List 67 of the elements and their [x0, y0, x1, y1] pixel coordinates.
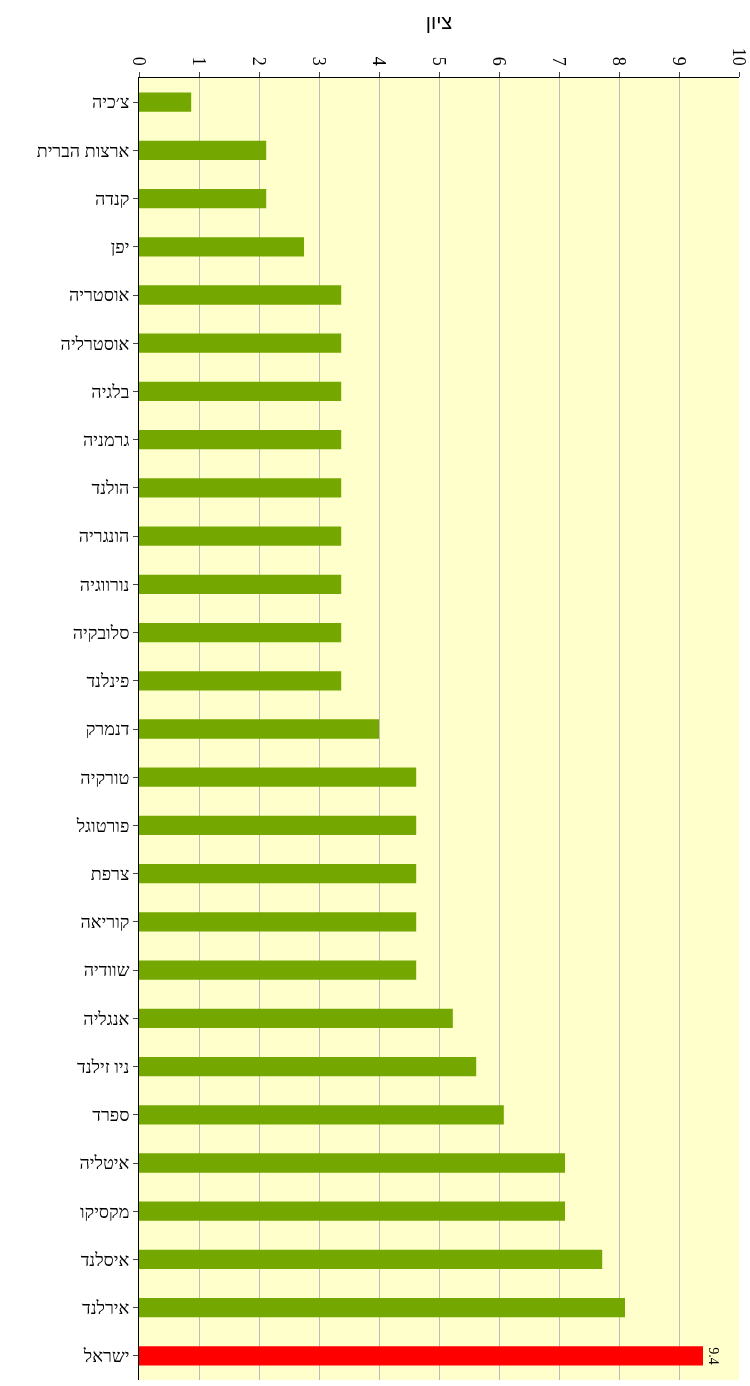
bar: [139, 92, 192, 112]
y-tick-label: נורווגיה: [79, 574, 130, 595]
y-tick-label: שוודיה: [83, 960, 130, 981]
bar: [139, 574, 342, 594]
x-tick-label: 7: [549, 56, 570, 66]
y-tick-label: ישראל: [82, 1346, 130, 1367]
y-tick-label: קוריאה: [80, 912, 130, 933]
y-tick-label: פינלנד: [86, 671, 130, 692]
y-tick-label: טורקיה: [80, 767, 130, 788]
y-tick-label: צ׳כיה: [91, 92, 130, 113]
bar: [139, 478, 342, 498]
y-tick-label: ניו זילנד: [77, 1056, 130, 1077]
bar: [139, 864, 417, 884]
y-tick-label: פורטוגל: [75, 815, 130, 836]
y-tick-label: צרפת: [90, 863, 130, 884]
bar: [139, 719, 379, 739]
y-tick-label: יפן: [110, 237, 130, 258]
bar: [139, 1008, 453, 1028]
bar: [139, 333, 342, 353]
bar: [139, 140, 267, 160]
bar: [139, 622, 342, 643]
bar: [139, 1346, 703, 1366]
bar: [139, 526, 342, 546]
bar: [139, 285, 342, 305]
bar: [139, 912, 417, 932]
y-tick-label: איסלנד: [80, 1249, 130, 1270]
x-tick-label: 10: [729, 47, 750, 66]
data-label: 9.4: [706, 1347, 721, 1365]
y-tick-label: אוסטרליה: [60, 333, 130, 354]
bar: [139, 767, 417, 787]
y-tick-label: אירלנד: [82, 1297, 130, 1318]
x-tick-label: 8: [609, 56, 630, 66]
bar: [139, 671, 342, 691]
y-tick-label: איטליה: [79, 1153, 130, 1174]
y-tick-label: קנדה: [94, 188, 130, 209]
y-tick-label: סלובקיה: [72, 622, 130, 643]
bar: [139, 815, 417, 836]
x-tick-label: 4: [369, 56, 390, 66]
y-tick-label: אנגליה: [83, 1008, 130, 1029]
x-tick-label: 3: [309, 56, 330, 66]
x-tick-label: 0: [129, 56, 150, 66]
y-tick-label: דנמרק: [85, 719, 130, 740]
y-tick-label: ארצות הברית: [36, 140, 130, 161]
x-tick-label: 9: [669, 56, 690, 66]
bar: [139, 1153, 565, 1173]
bar: [139, 1298, 625, 1318]
y-tick-label: מקסיקו: [79, 1201, 130, 1222]
bar: [139, 1105, 504, 1125]
bar: [139, 237, 304, 257]
y-tick-label: גרמניה: [83, 429, 130, 450]
bar: [139, 381, 342, 402]
bar: [139, 960, 417, 980]
y-tick-label: הונגריה: [78, 526, 130, 547]
bar: [139, 430, 342, 450]
y-tick-label: אוסטריה: [68, 285, 130, 306]
x-tick-label: 1: [189, 56, 210, 66]
bar: [139, 1201, 565, 1221]
bar: [139, 1056, 477, 1077]
x-tick-label: 6: [489, 56, 510, 66]
y-tick-label: הולנד: [91, 478, 130, 499]
bar: [139, 188, 267, 209]
x-tick-label: 5: [429, 56, 450, 66]
y-tick-label: בלגיה: [91, 381, 130, 402]
x-tick-label: 2: [249, 56, 270, 66]
bar: [139, 1249, 603, 1270]
x-axis-title: ציון: [425, 11, 453, 34]
y-tick-label: ספרד: [92, 1105, 130, 1126]
